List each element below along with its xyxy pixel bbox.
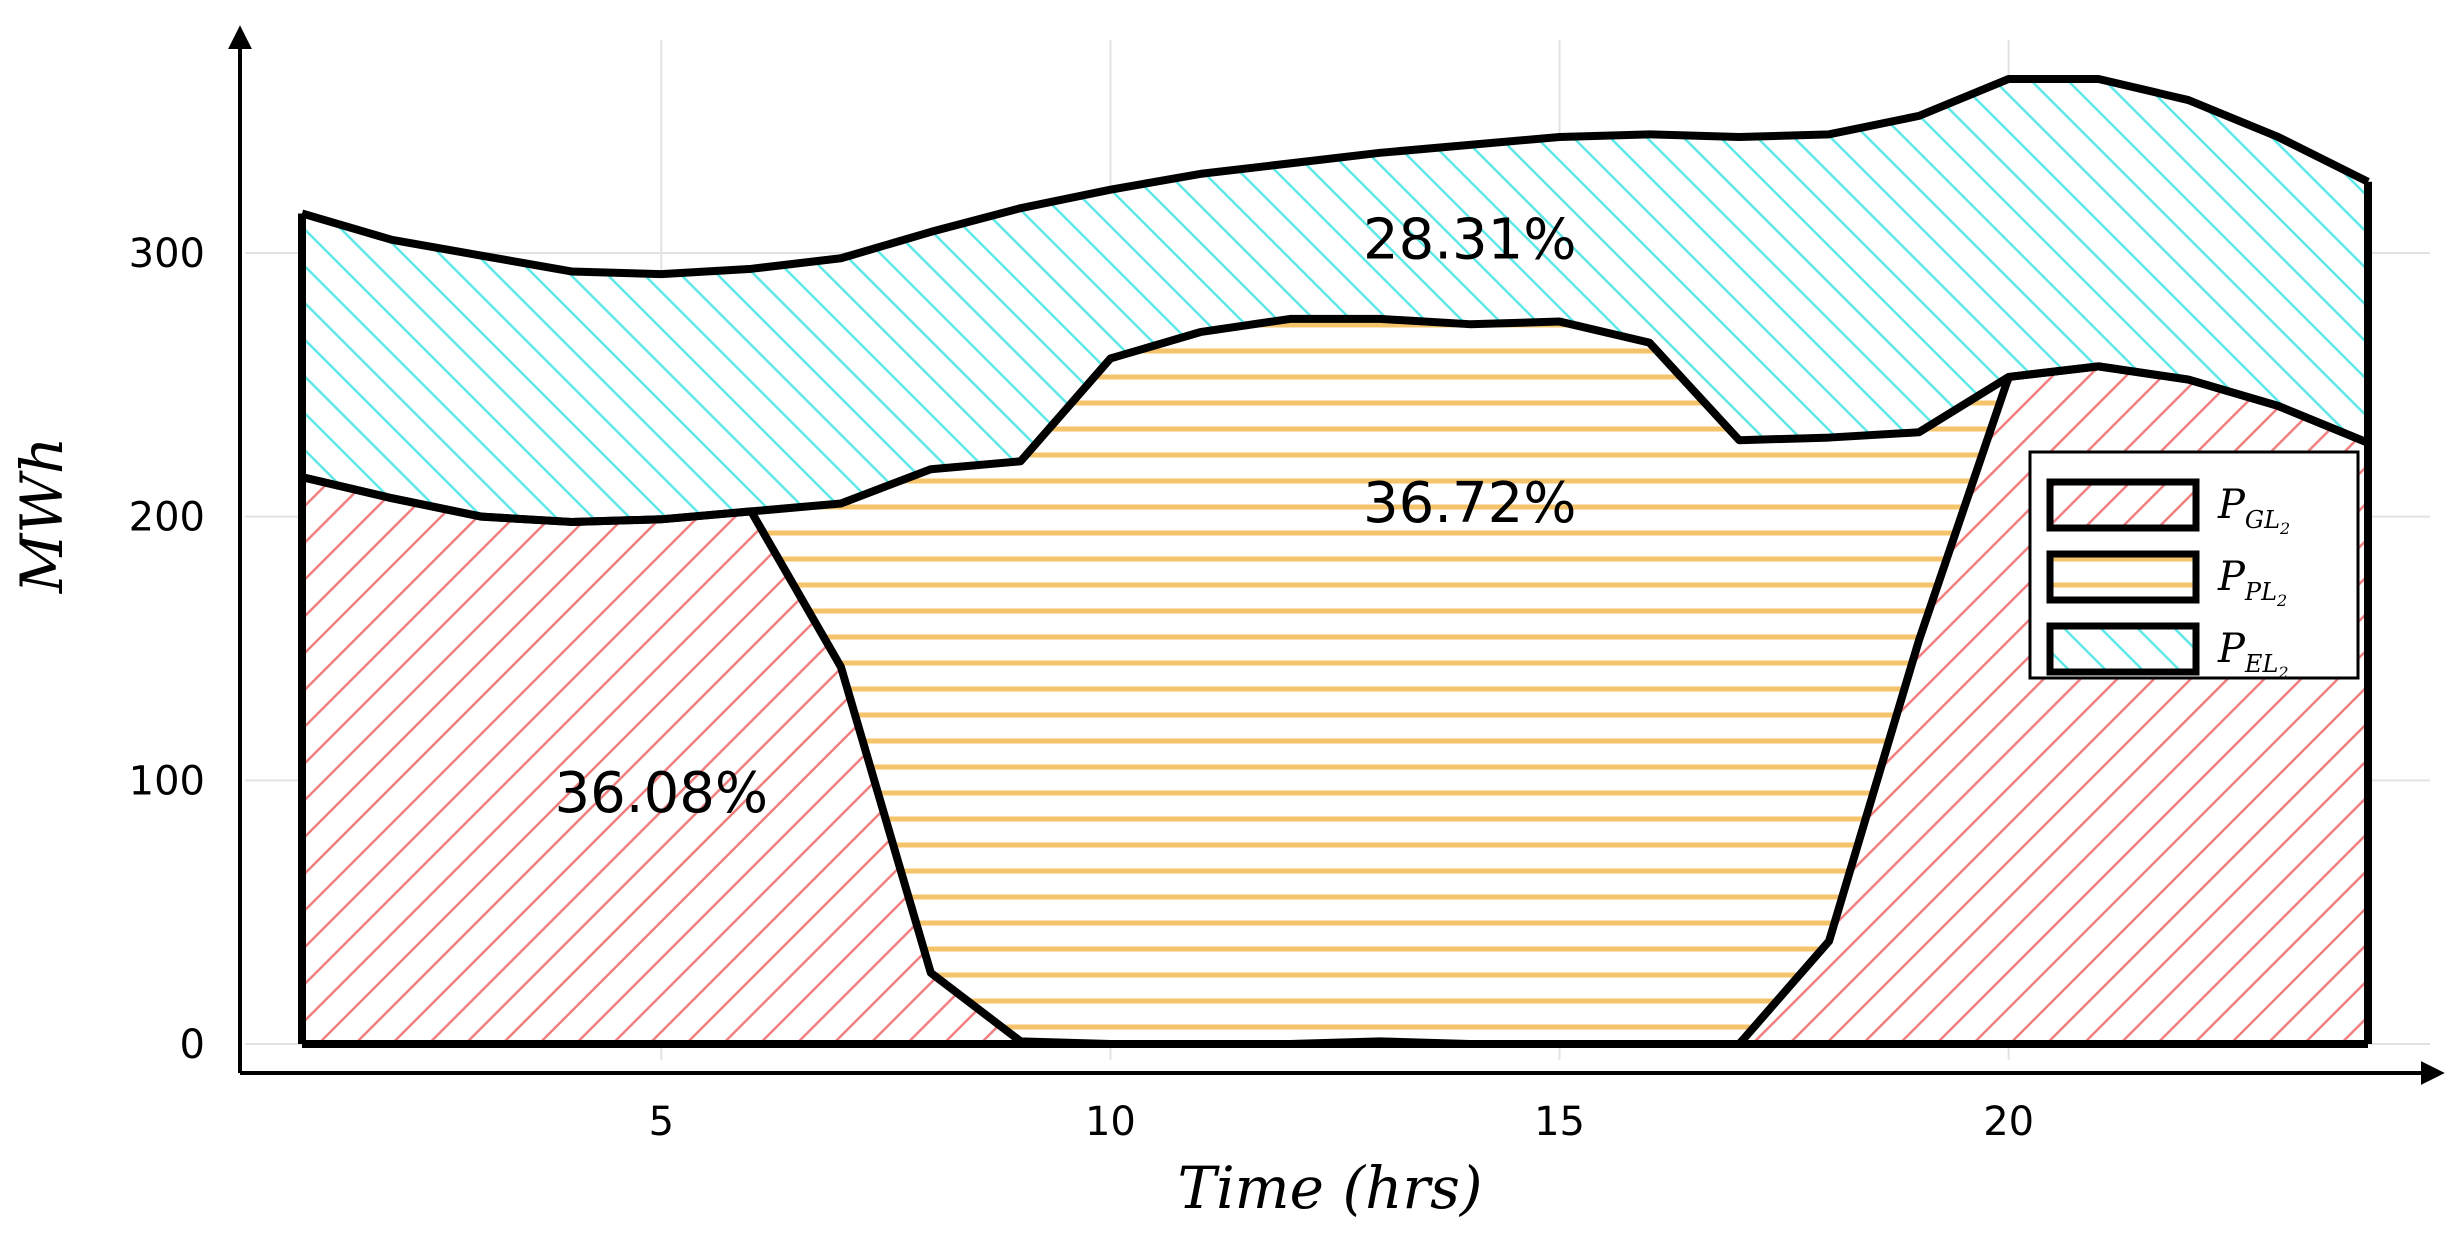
legend-label-gl: PGL2 <box>2217 482 2290 538</box>
x-tick-label: 15 <box>1534 1099 1585 1145</box>
series-outlines <box>298 74 2372 1048</box>
percentage-annotations: 36.08% 36.72% 28.31% <box>555 207 1577 826</box>
x-axis-label: Time (hrs) <box>1177 1154 1482 1222</box>
x-tick-label: 5 <box>649 1099 674 1145</box>
x-tick-labels: 5 10 15 20 <box>649 1099 2035 1145</box>
y-tick-label: 100 <box>129 758 205 804</box>
area-percentage-label: 36.08% <box>555 761 769 826</box>
x-tick-label: 10 <box>1085 1099 1136 1145</box>
outline-el <box>300 74 2370 279</box>
axes <box>228 25 2445 1085</box>
legend: PGL2 PPL2 PEL2 <box>2028 450 2360 682</box>
legend-label-el: PEL2 <box>2217 626 2289 682</box>
y-tick-labels: 0 100 200 300 <box>129 231 205 1068</box>
x-tick-label: 20 <box>1983 1099 2034 1145</box>
legend-label-pl: PPL2 <box>2217 554 2287 610</box>
y-tick-label: 200 <box>129 495 205 541</box>
area-percentage-label: 28.31% <box>1363 207 1577 272</box>
legend-swatch-gl <box>2046 478 2200 532</box>
outline-pl <box>301 314 2370 526</box>
legend-swatch-el <box>2046 622 2200 676</box>
y-axis-label: MWh <box>8 437 76 594</box>
area-percentage-label: 36.72% <box>1363 471 1577 536</box>
y-tick-label: 300 <box>129 231 205 277</box>
legend-swatch-pl <box>2046 550 2200 604</box>
y-tick-label: 0 <box>180 1022 205 1068</box>
area-el <box>302 78 2368 522</box>
